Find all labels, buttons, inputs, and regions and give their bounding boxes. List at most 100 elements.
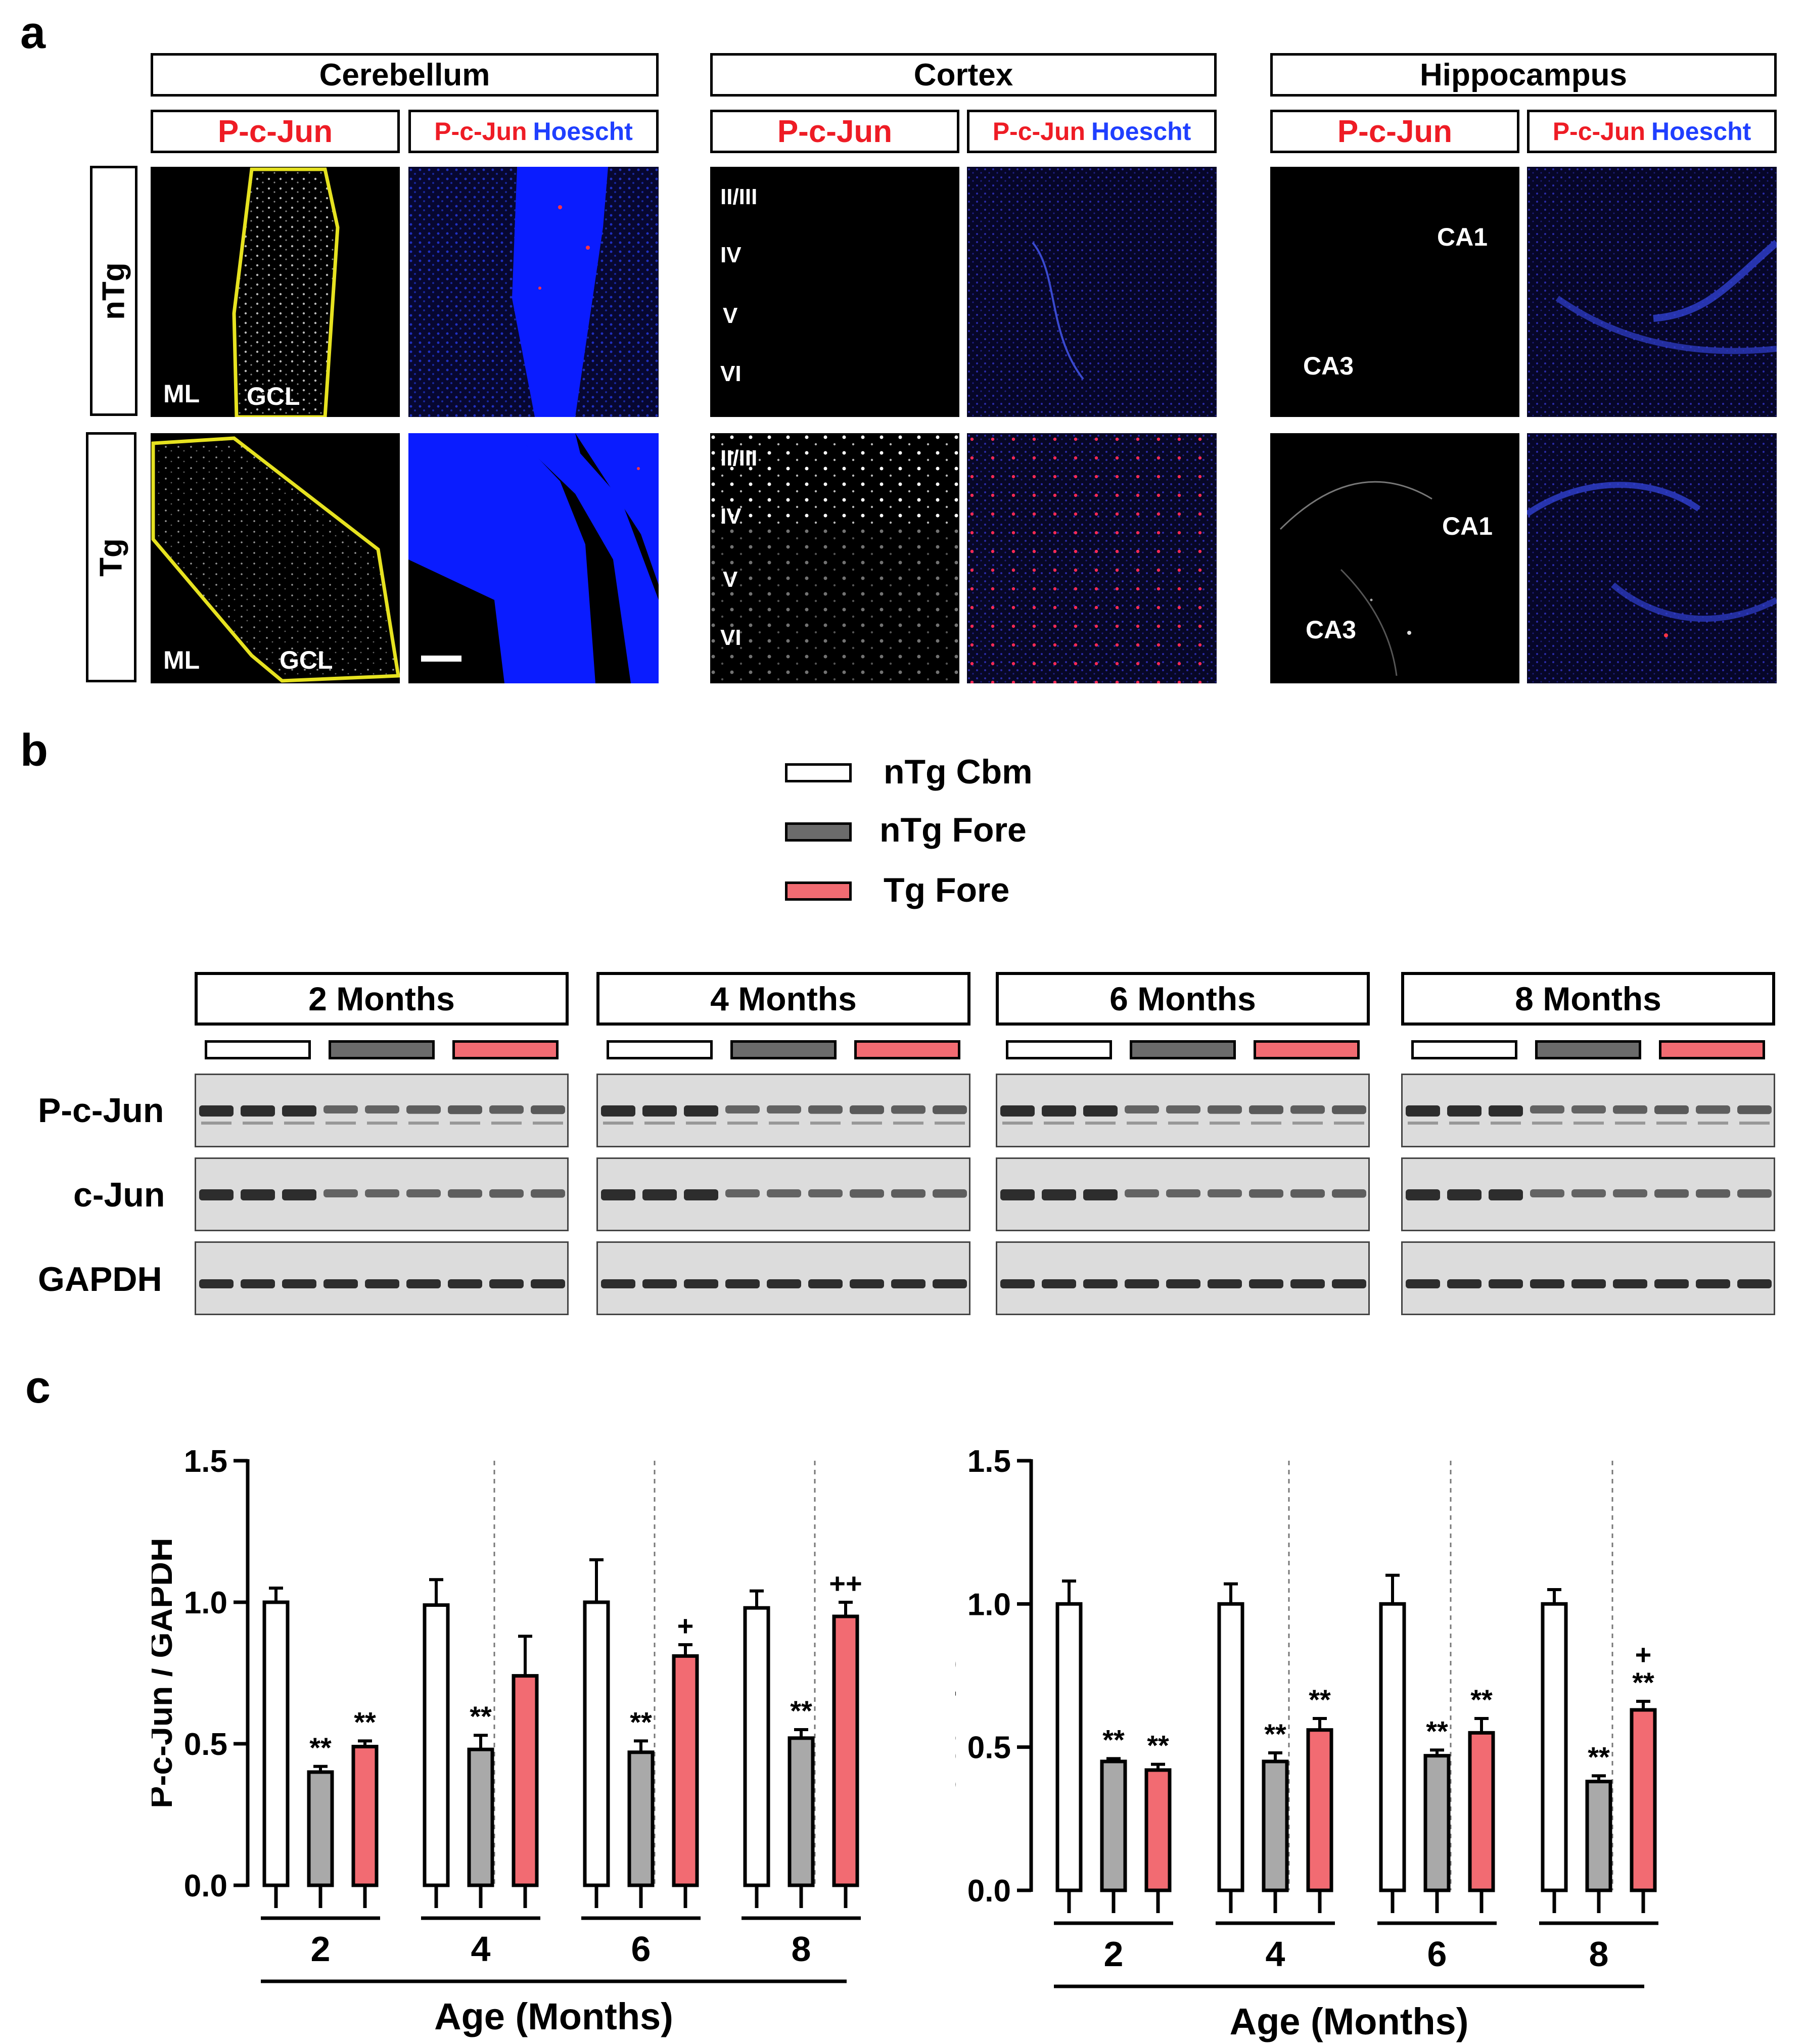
blot-band xyxy=(933,1105,967,1114)
significance-annotation: ** xyxy=(1470,1684,1493,1715)
label-layer-5: V xyxy=(723,567,738,592)
legend-swatch-ntg-fore xyxy=(785,822,852,842)
label-ca1: CA1 xyxy=(1442,512,1493,540)
blot-band xyxy=(1406,1279,1440,1288)
blot-band xyxy=(1208,1189,1242,1197)
blot-bands xyxy=(1000,1189,1366,1200)
blot-band-lower xyxy=(686,1122,716,1125)
blot-band xyxy=(489,1189,524,1198)
blot-band-lower xyxy=(1044,1122,1074,1125)
blot-band xyxy=(933,1189,967,1198)
blot-band-lower xyxy=(1168,1122,1198,1125)
stain-merge-red: P-c-Jun xyxy=(434,117,527,146)
blot-band-lower xyxy=(1656,1122,1687,1125)
micrograph-ntg-cortex-pcjun: II/III IV V VI xyxy=(710,167,959,417)
blot-band xyxy=(1489,1189,1523,1200)
blot-band xyxy=(1696,1105,1730,1114)
micrograph-tg-cerebellum-pcjun: ML GCL xyxy=(151,433,400,683)
blot-bands xyxy=(1000,1279,1366,1288)
blot-band xyxy=(1042,1279,1076,1288)
micrograph-tg-cerebellum-merge xyxy=(408,433,659,683)
blot-band xyxy=(406,1105,441,1114)
blot-band-lower xyxy=(201,1122,232,1125)
blot-band-lower xyxy=(935,1122,965,1125)
label-layer-6: VI xyxy=(720,625,742,650)
blot-band-lower xyxy=(893,1122,923,1125)
blot-band-lower xyxy=(1615,1122,1645,1125)
bar xyxy=(1468,1731,1495,1892)
label-gcl: GCL xyxy=(247,382,300,410)
blot-band xyxy=(1447,1189,1482,1200)
blot-band xyxy=(1332,1189,1366,1198)
blot-band xyxy=(891,1279,925,1288)
blot-band-lower xyxy=(603,1122,633,1125)
row-label-text: nTg xyxy=(96,262,131,320)
bar xyxy=(1262,1759,1289,1892)
micrograph-image xyxy=(232,167,340,417)
month-header: 6 Months xyxy=(996,972,1370,1026)
blot-band xyxy=(1166,1189,1200,1197)
significance-annotation: ** xyxy=(1588,1741,1610,1773)
micrograph-image xyxy=(967,167,1217,417)
bar-chart-cjun: 0.0 0.5 1.0 1.5 c-Jun / GAPDH ** ** 2 ** ** 4 ** ** 6… xyxy=(955,1444,1658,2042)
stain-header-merge: P-c-Jun Hoescht xyxy=(967,110,1217,153)
blot-band xyxy=(1125,1279,1159,1288)
y-tick-label: 0.5 xyxy=(184,1727,227,1762)
blot-band xyxy=(1000,1279,1035,1288)
blot-band xyxy=(1571,1105,1606,1113)
blot-bands xyxy=(1000,1105,1366,1125)
lane-group-swatch xyxy=(1659,1040,1765,1059)
row-label-text: Tg xyxy=(94,538,129,577)
significance-annotation: ** xyxy=(1426,1715,1448,1747)
blot-band xyxy=(448,1279,482,1288)
label-layer-2-3: II/III xyxy=(720,184,758,209)
blot-bands xyxy=(601,1279,967,1288)
label-layer-2-3: II/III xyxy=(720,446,758,471)
x-axis-label: Age (Months) xyxy=(1230,2001,1469,2042)
bar xyxy=(512,1674,539,1887)
blot-band-lower xyxy=(533,1122,563,1125)
blot-band xyxy=(406,1279,441,1288)
blot-band xyxy=(767,1189,801,1197)
region-header-cerebellum: Cerebellum xyxy=(151,53,659,97)
blot-strip xyxy=(996,1074,1370,1147)
blot-band-lower xyxy=(810,1122,841,1125)
blot-band xyxy=(850,1189,884,1198)
panel-label-c: c xyxy=(25,1362,51,1413)
bar xyxy=(1585,1780,1612,1892)
blot-band xyxy=(808,1105,843,1114)
blot-band xyxy=(850,1105,884,1114)
blot-band xyxy=(531,1189,565,1198)
bar xyxy=(1541,1602,1568,1892)
blot-band-lower xyxy=(727,1122,758,1125)
blot-band xyxy=(1654,1189,1689,1198)
x-category-label: 4 xyxy=(1266,1934,1285,1974)
stain-header-merge: P-c-Jun Hoescht xyxy=(408,110,659,153)
blot-strip xyxy=(596,1074,970,1147)
blot-band xyxy=(1332,1105,1366,1114)
significance-annotation: + xyxy=(677,1610,694,1642)
micrograph-ntg-hippocampus-merge xyxy=(1527,167,1777,417)
blot-band-lower xyxy=(1449,1122,1479,1125)
blot-band xyxy=(323,1279,358,1288)
month-header: 4 Months xyxy=(596,972,970,1026)
blot-band xyxy=(808,1189,843,1197)
blot-band-lower xyxy=(367,1122,397,1125)
blot-band xyxy=(1083,1189,1118,1200)
x-category-label: 8 xyxy=(1589,1934,1609,1974)
blot-band xyxy=(1249,1189,1283,1198)
blot-strip xyxy=(195,1074,569,1147)
blot-band xyxy=(1654,1105,1689,1114)
blot-band xyxy=(642,1189,677,1200)
blot-band xyxy=(1083,1105,1118,1117)
blot-band xyxy=(767,1105,801,1113)
bar xyxy=(1055,1602,1083,1892)
legend-swatch-tg-fore xyxy=(785,881,852,901)
significance-annotation: ** xyxy=(1309,1684,1331,1715)
micrograph-image xyxy=(710,433,959,683)
micrograph-tg-cortex-pcjun: II/III IV V VI xyxy=(710,433,959,683)
blot-band xyxy=(1696,1189,1730,1198)
legend-label-ntg-fore: nTg Fore xyxy=(880,811,1027,849)
blot-band xyxy=(1737,1105,1772,1114)
bar xyxy=(1379,1602,1406,1892)
